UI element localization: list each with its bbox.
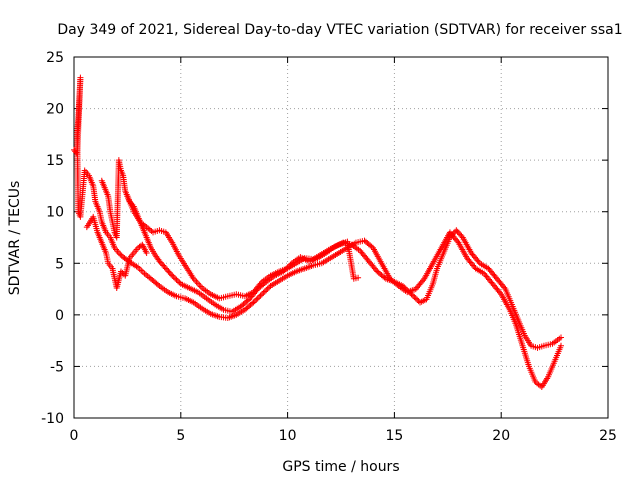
data-point-track-A — [558, 342, 565, 349]
data-point-track-C — [196, 281, 203, 288]
data-point-track-B — [405, 288, 412, 295]
data-point-track-A — [115, 249, 122, 256]
axis-ticks — [73, 56, 609, 419]
data-point-track-B — [457, 231, 464, 238]
chart-title: Day 349 of 2021, Sidereal Day-to-day VTE… — [57, 22, 622, 38]
data-point-track-B — [165, 268, 172, 275]
data-point-track-B — [448, 233, 455, 240]
data-point-track-B — [412, 295, 419, 302]
x-tick-label: 20 — [492, 428, 510, 444]
data-point-track-B — [414, 296, 421, 303]
y-tick-label: 25 — [46, 50, 64, 66]
data-point-track-A — [264, 285, 271, 292]
data-point-track-B — [172, 275, 179, 282]
data-point-track-B — [161, 263, 168, 270]
y-tick-label: -10 — [41, 411, 64, 427]
data-point-track-C — [194, 280, 201, 287]
data-point-track-A — [155, 281, 162, 288]
data-point-track-A — [266, 284, 273, 291]
data-point-track-D — [143, 249, 150, 256]
y-tick-label: 5 — [55, 256, 64, 272]
data-point-track-A — [254, 295, 261, 302]
data-point-track-B — [455, 230, 462, 237]
y-tick-label: 15 — [46, 153, 64, 169]
x-tick-label: 25 — [599, 428, 617, 444]
x-tick-label: 0 — [70, 428, 79, 444]
data-point-track-B — [244, 297, 251, 304]
data-point-track-A — [257, 292, 264, 299]
data-point-track-B — [381, 274, 388, 281]
data-point-track-B — [170, 274, 177, 281]
x-tick-label: 10 — [279, 428, 297, 444]
data-point-track-D — [119, 269, 126, 276]
x-axis-label: GPS time / hours — [282, 459, 399, 475]
data-point-track-B — [162, 265, 169, 272]
data-point-track-B — [501, 284, 508, 291]
data-point-track-B — [401, 284, 408, 291]
data-point-track-A — [496, 289, 503, 296]
data-point-track-B — [475, 258, 482, 265]
data-points — [71, 74, 565, 391]
data-point-track-B — [160, 262, 167, 269]
data-point-track-A — [263, 287, 270, 294]
data-point-track-B — [159, 261, 166, 268]
data-point-track-C — [197, 283, 204, 290]
data-point-track-B — [404, 287, 411, 294]
y-tick-label: -5 — [50, 359, 64, 375]
data-point-track-D — [117, 268, 124, 275]
y-tick-labels: -10 -5 0 5 10 15 20 25 — [41, 50, 64, 427]
data-point-track-C — [193, 278, 200, 285]
plot-frame — [73, 56, 609, 419]
data-point-track-C — [257, 280, 264, 287]
y-tick-label: 0 — [55, 308, 64, 324]
data-point-track-B — [409, 292, 416, 299]
y-tick-label: 10 — [46, 205, 64, 221]
data-point-track-B — [157, 259, 164, 266]
data-point-track-A — [471, 263, 478, 270]
data-point-track-B — [399, 282, 406, 289]
data-point-track-A — [260, 289, 267, 296]
data-point-track-B — [169, 272, 176, 279]
data-point-track-B — [167, 271, 174, 278]
data-point-track-B — [407, 289, 414, 296]
x-tick-label: 5 — [176, 428, 185, 444]
data-point-track-B — [411, 293, 418, 300]
data-point-track-B — [458, 233, 465, 240]
data-point-track-A — [251, 298, 258, 305]
data-point-track-C — [355, 274, 362, 281]
y-axis-label: SDTVAR / TECUs — [7, 181, 23, 296]
x-tick-labels: 0 5 10 15 20 25 — [70, 428, 617, 444]
data-point-track-B — [373, 267, 380, 274]
data-point-track-B — [449, 231, 456, 238]
data-point-track-B — [164, 266, 171, 273]
data-point-track-B — [454, 228, 461, 235]
data-point-track-B — [156, 258, 163, 265]
data-point-track-B — [166, 269, 173, 276]
data-point-track-B — [408, 291, 415, 298]
x-tick-label: 15 — [385, 428, 403, 444]
data-point-track-A — [253, 296, 260, 303]
data-point-track-A — [258, 291, 265, 298]
data-point-track-A — [454, 238, 461, 245]
data-point-track-A — [420, 277, 427, 284]
data-point-track-B — [402, 285, 409, 292]
data-point-track-B — [453, 227, 460, 234]
data-point-track-A — [261, 288, 268, 295]
data-point-track-A — [256, 293, 263, 300]
data-point-track-B — [174, 278, 181, 285]
data-point-track-B — [446, 234, 453, 241]
data-point-track-A — [117, 251, 124, 258]
data-point-track-A — [250, 299, 257, 306]
data-point-track-B — [176, 279, 183, 286]
data-point-track-B — [450, 230, 457, 237]
y-tick-label: 20 — [46, 102, 64, 118]
data-point-track-B — [173, 276, 180, 283]
data-point-track-A — [249, 300, 255, 307]
data-point-track-B — [558, 334, 565, 341]
